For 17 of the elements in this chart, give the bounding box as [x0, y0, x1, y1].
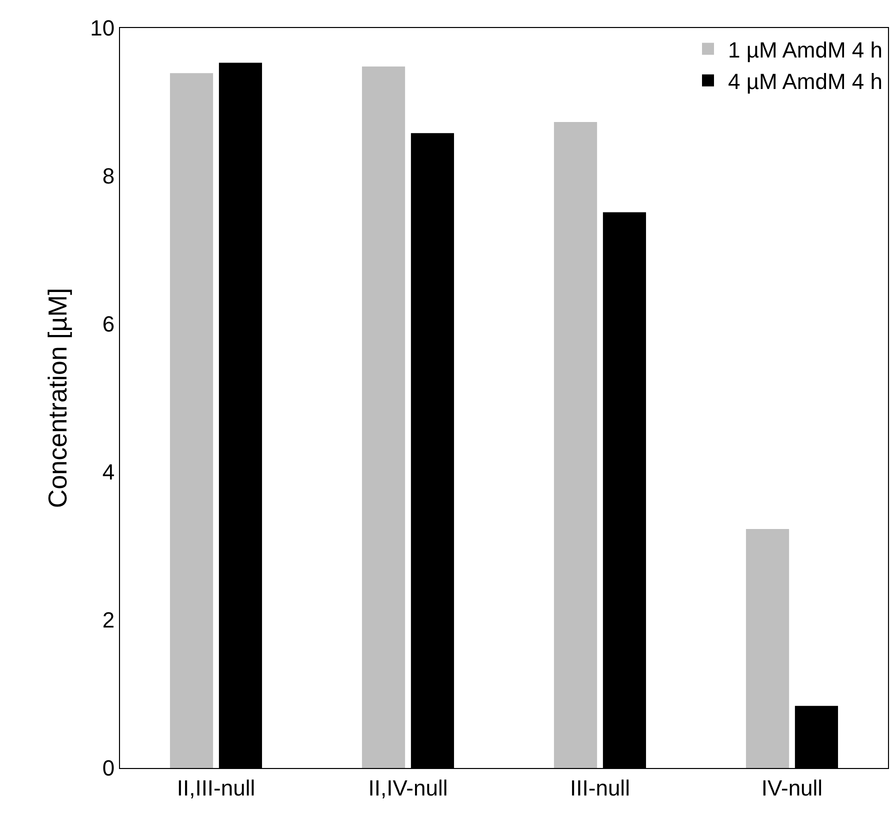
x-tick-label: IV-null [761, 775, 823, 800]
bar [554, 122, 598, 768]
y-tick-label: 10 [90, 16, 115, 41]
bar [170, 73, 214, 768]
bar [746, 528, 790, 768]
x-tick-label: II,III-null [176, 775, 256, 800]
y-tick-label: 8 [102, 164, 115, 189]
y-axis-title: Concentration [µM] [42, 288, 73, 508]
y-tick-label: 6 [102, 312, 115, 337]
x-tick-label: III-null [570, 775, 630, 800]
bar [362, 66, 406, 768]
y-tick-label: 4 [102, 460, 115, 485]
y-tick-label: 0 [102, 756, 115, 781]
x-tick-label: II,IV-null [368, 775, 448, 800]
y-tick-label: 2 [102, 608, 115, 633]
legend-label: 4 µM AmdM 4 h [728, 68, 883, 94]
legend-label: 1 µM AmdM 4 h [728, 37, 883, 62]
